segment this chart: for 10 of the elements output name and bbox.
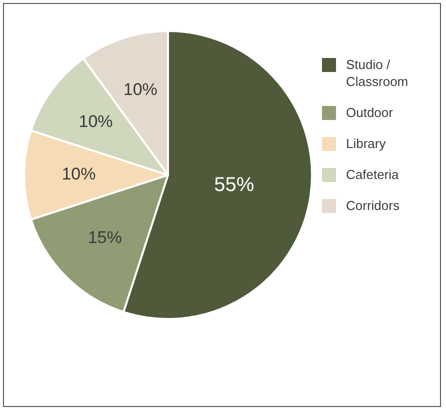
data-label: 15%: [88, 228, 122, 247]
legend-label: Cafeteria: [346, 166, 399, 183]
legend-label: Outdoor: [346, 104, 393, 121]
data-label: 55%: [214, 174, 254, 196]
legend-label: Studio / Classroom: [346, 56, 410, 90]
data-label: 10%: [123, 80, 158, 99]
data-label: 10%: [78, 112, 113, 132]
data-label: 10%: [62, 164, 96, 184]
legend-label: Library: [346, 135, 386, 152]
legend-label: Corridors: [346, 197, 400, 214]
